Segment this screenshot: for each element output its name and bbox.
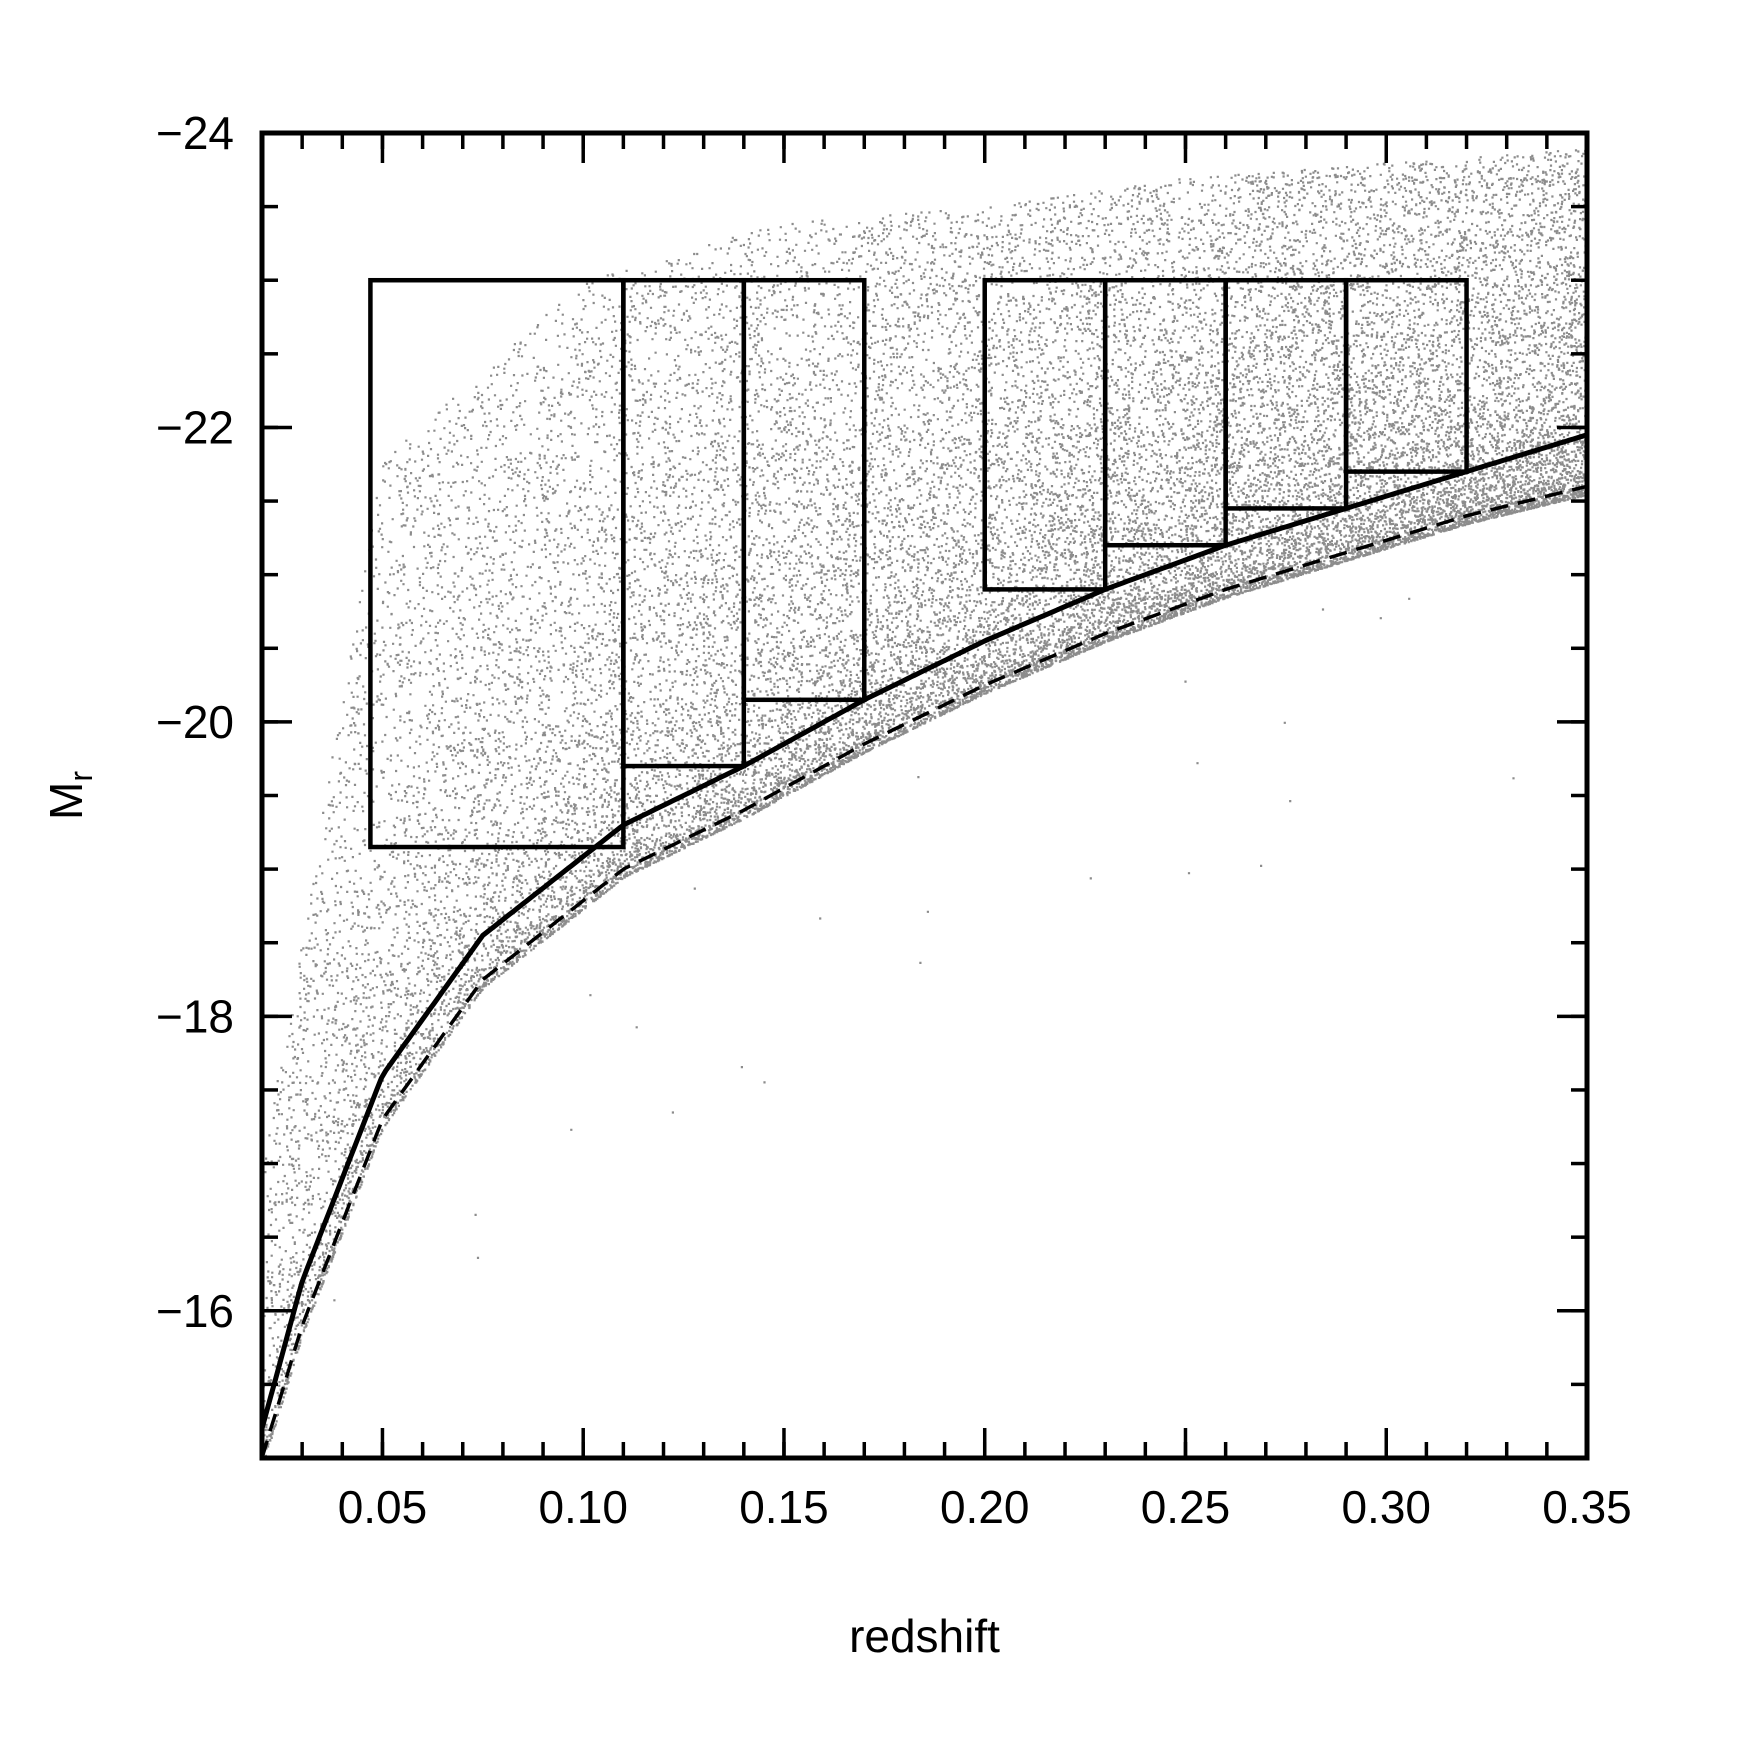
scatter-point-cloud bbox=[262, 149, 1587, 1458]
x-tick-label: 0.10 bbox=[538, 1481, 628, 1533]
y-tick-label: −16 bbox=[156, 1285, 234, 1337]
y-tick-label: −24 bbox=[156, 107, 234, 159]
y-tick-label: −22 bbox=[156, 401, 234, 453]
selection-box-1 bbox=[368, 277, 626, 850]
x-tick-label: 0.05 bbox=[338, 1481, 428, 1533]
x-tick-label: 0.20 bbox=[940, 1481, 1030, 1533]
y-tick-label: −20 bbox=[156, 696, 234, 748]
x-axis-title: redshift bbox=[849, 1610, 1000, 1662]
x-tick-label: 0.30 bbox=[1341, 1481, 1431, 1533]
selection-boxes bbox=[368, 277, 1469, 850]
x-tick-label: 0.35 bbox=[1542, 1481, 1632, 1533]
axis-ticks bbox=[260, 131, 1589, 1460]
y-axis-title: Mr bbox=[40, 771, 99, 820]
selection-box-3 bbox=[741, 277, 867, 703]
x-tick-label: 0.15 bbox=[739, 1481, 829, 1533]
y-axis-title-subscript: r bbox=[63, 771, 99, 782]
solid-limit-curve bbox=[262, 432, 1587, 1430]
tick-labels: 0.05 0.10 0.15 0.20 0.25 0.30 0.35 −24 −22 −20 −18… bbox=[156, 107, 1632, 1533]
selection-box-7 bbox=[1343, 277, 1469, 474]
dashed-limit-curve bbox=[262, 484, 1587, 1458]
y-tick-label: −18 bbox=[156, 990, 234, 1042]
y-axis-title-main: M bbox=[40, 782, 92, 820]
x-tick-label: 0.25 bbox=[1141, 1481, 1231, 1533]
limit-curves bbox=[262, 432, 1587, 1458]
scatter-points bbox=[262, 149, 1587, 1458]
